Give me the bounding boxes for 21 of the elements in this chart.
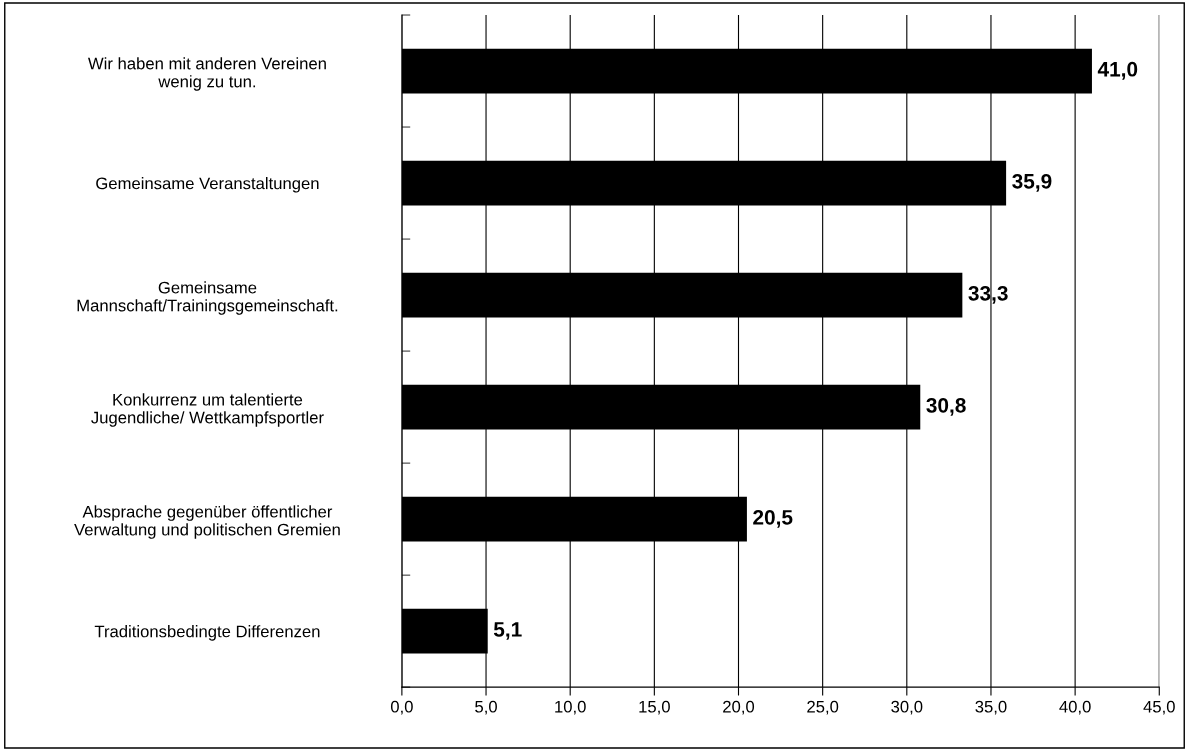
y-tick-label: Gemeinsame Veranstaltungen bbox=[96, 177, 319, 193]
x-tick-label: 10,0 bbox=[555, 700, 586, 715]
y-tick-label: Gemeinsame Mannschaft/Trainingsgemeinschaft. bbox=[77, 281, 338, 315]
x-tick-label: 20,0 bbox=[723, 700, 755, 715]
data-label: 20,5 bbox=[753, 509, 793, 528]
x-tick-label: 5,0 bbox=[475, 700, 497, 715]
data-label: 5,1 bbox=[493, 622, 522, 640]
y-tick-label: Konkurrenz um talentierte Jugendliche/ Wettkampfsportler bbox=[91, 393, 324, 427]
x-tick-label: 40,0 bbox=[1059, 700, 1091, 715]
data-label: 41,0 bbox=[1097, 61, 1138, 80]
y-tick-label: Wir haben mit anderen Vereinen wenig zu tun. bbox=[88, 57, 326, 91]
x-tick-label: 25,0 bbox=[807, 700, 839, 715]
y-tick-label: Absprache gegenüber öffentlicher Verwaltung und politischen Gremien bbox=[74, 505, 340, 539]
x-tick-label: 0,0 bbox=[390, 700, 413, 715]
data-label: 30,8 bbox=[926, 397, 966, 416]
x-tick-label: 35,0 bbox=[975, 700, 1007, 715]
x-tick-label: 45,0 bbox=[1143, 700, 1175, 715]
x-tick-label: 30,0 bbox=[891, 700, 923, 715]
data-label: 35,9 bbox=[1012, 173, 1052, 192]
y-tick-label: Traditionsbedingte Differenzen bbox=[94, 625, 320, 641]
x-tick-label: 15,0 bbox=[639, 700, 670, 715]
